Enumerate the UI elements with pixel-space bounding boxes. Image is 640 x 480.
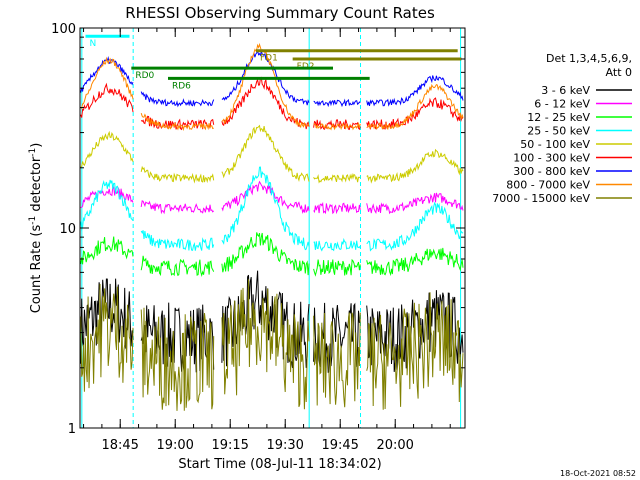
series-line-5: [80, 76, 464, 131]
plot-area: NFD1FD2RD0RD6: [80, 28, 464, 428]
series-line-0: [80, 270, 464, 373]
y-tick-label: 100: [51, 22, 76, 37]
y-axis-label-mid: detector: [29, 156, 44, 216]
y-tick-label: 10: [59, 222, 76, 237]
x-tick-label: 18:45: [101, 438, 138, 453]
series-line-4: [80, 124, 464, 184]
legend-label-0: 3 - 6 keV: [541, 84, 590, 97]
x-tick-label: 20:00: [376, 438, 413, 453]
legend-header-attenuator: Att 0: [606, 66, 632, 79]
legend-label-4: 50 - 100 keV: [520, 138, 590, 151]
series-line-3: [80, 166, 464, 252]
y-axis: 1 10 100: [51, 22, 465, 437]
annotation-label-1: FD1: [260, 54, 278, 64]
y-tick-label: 1: [68, 422, 76, 437]
x-tick-label: 19:15: [211, 438, 248, 453]
legend-label-7: 800 - 7000 keV: [506, 179, 590, 192]
legend-label-5: 100 - 300 keV: [513, 152, 590, 165]
legend-label-3: 25 - 50 keV: [527, 125, 590, 138]
series-line-1: [80, 180, 464, 215]
x-tick-label: 19:45: [321, 438, 358, 453]
x-tick-label: 19:30: [266, 438, 303, 453]
legend-label-2: 12 - 25 keV: [527, 111, 590, 124]
series-line-8: [80, 279, 464, 411]
legend-header-detectors: Det 1,3,4,5,6,9,: [546, 52, 632, 65]
legend-label-6: 300 - 800 keV: [513, 165, 590, 178]
chart-title: RHESSI Observing Summary Count Rates: [125, 4, 435, 22]
series-line-2: [80, 232, 464, 277]
annotation-label-4: RD6: [172, 81, 191, 91]
annotation-label-0: N: [90, 39, 97, 49]
y-axis-label-end: ): [29, 143, 44, 148]
legend-label-1: 6 - 12 keV: [534, 98, 590, 111]
x-axis-label: Start Time (08-Jul-11 18:34:02): [178, 457, 381, 472]
y-axis-label-sup1: -1: [28, 216, 38, 225]
generation-timestamp: 18-Oct-2021 08:52: [560, 469, 636, 478]
y-axis-label: Count Rate (s-1 detector-1): [28, 143, 44, 314]
legend-label-8: 7000 - 15000 keV: [492, 192, 590, 205]
y-axis-label-main: Count Rate (s: [29, 225, 44, 314]
x-axis: 18:45 19:00 19:15 19:30 19:45 20:00: [83, 28, 451, 453]
y-axis-label-sup2: -1: [28, 148, 38, 157]
annotation-label-3: RD0: [135, 71, 154, 81]
x-tick-label: 19:00: [156, 438, 193, 453]
